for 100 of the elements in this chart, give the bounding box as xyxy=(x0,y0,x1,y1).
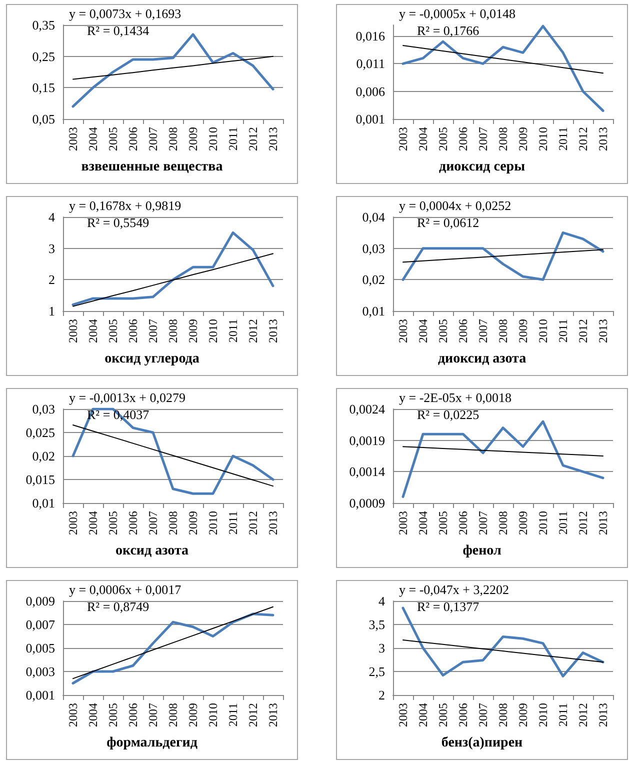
text: y = 0,0073x + 0,1693 xyxy=(69,6,182,21)
x-tick-label: 2006 xyxy=(126,319,140,343)
text: y = -2E-05x + 0,0018 xyxy=(399,390,512,405)
x-tick-label: 2004 xyxy=(416,127,430,151)
x-tick-label: 2007 xyxy=(476,511,490,535)
x-tick-label: 2010 xyxy=(536,127,550,151)
x-tick-label: 2007 xyxy=(476,703,490,727)
x-axis-title: формальдегид xyxy=(106,736,198,750)
y-tick-label: 0,009 xyxy=(26,594,55,608)
line-series xyxy=(72,231,274,306)
x-tick-label: 2011 xyxy=(556,511,570,535)
x-tick-label: 2003 xyxy=(66,511,80,535)
y-tick-label: 2,5 xyxy=(368,664,385,679)
x-tick-label: 2009 xyxy=(186,511,200,535)
line-series xyxy=(402,640,604,663)
y-tick-label: 0,0024 xyxy=(349,402,386,416)
y-tick-label: 2 xyxy=(378,688,385,702)
annotation: R² = 0,8749 xyxy=(87,599,150,614)
x-tick-label: 2007 xyxy=(146,127,160,151)
y-tick-label: 0,35 xyxy=(32,18,55,32)
x-tick-label: 2012 xyxy=(576,703,590,727)
x-tick-label: 2013 xyxy=(266,127,280,151)
x-tick-label: 2011 xyxy=(556,319,570,343)
x-tick-label: 2003 xyxy=(66,703,80,727)
x-tick-label: 2003 xyxy=(66,127,80,151)
x-tick-label: 2009 xyxy=(516,511,530,535)
x-tick-label: 2009 xyxy=(516,319,530,343)
x-tick-label: 2009 xyxy=(186,319,200,343)
x-tick-label: 2012 xyxy=(246,703,260,727)
text: y = 0,0004x + 0,0252 xyxy=(399,198,512,213)
x-tick-label: 2007 xyxy=(146,511,160,535)
x-tick-label: 2008 xyxy=(166,511,180,535)
x-tick-label: 2005 xyxy=(436,703,450,727)
x-tick-label: 2012 xyxy=(246,511,260,535)
y-tick-label: 0,0014 xyxy=(349,464,386,480)
x-tick-label: 2008 xyxy=(166,703,180,727)
x-tick-label: 2006 xyxy=(456,511,470,535)
y-tick-label: 0,03 xyxy=(32,402,55,416)
x-axis-title: оксид азота xyxy=(116,544,188,558)
line-series xyxy=(72,612,274,684)
x-tick-label: 2006 xyxy=(456,319,470,343)
annotation: R² = 0,1766 xyxy=(417,23,480,38)
y-tick-label: 0,05 xyxy=(32,112,55,126)
x-tick-label: 2006 xyxy=(456,127,470,151)
x-tick-label: 2013 xyxy=(596,127,610,151)
x-tick-label: 2005 xyxy=(106,703,120,727)
x-tick-label: 2011 xyxy=(226,319,240,343)
y-tick-label: 0,005 xyxy=(26,640,55,656)
x-tick-label: 2011 xyxy=(226,127,240,151)
x-axis-title: оксид углерода xyxy=(104,352,200,366)
x-tick-label: 2005 xyxy=(106,511,120,535)
annotation: R² = 0,1434 xyxy=(87,23,150,38)
x-tick-label: 2005 xyxy=(436,127,450,151)
x-tick-label: 2004 xyxy=(416,703,430,727)
x-tick-label: 2004 xyxy=(416,511,430,535)
x-tick-label: 2010 xyxy=(206,127,220,151)
x-tick-label: 2011 xyxy=(226,511,240,535)
line-series xyxy=(402,231,604,281)
y-tick-label: 0,015 xyxy=(26,472,55,487)
y-tick-label: 0,01 xyxy=(32,496,55,510)
x-tick-label: 2006 xyxy=(126,703,140,727)
y-tick-label: 2 xyxy=(48,272,55,288)
y-tick-label: 0,007 xyxy=(26,617,56,632)
x-tick-label: 2003 xyxy=(396,703,410,727)
x-tick-label: 2008 xyxy=(496,319,510,343)
x-tick-label: 2004 xyxy=(86,511,100,535)
x-tick-label: 2003 xyxy=(396,127,410,151)
text: y = -0,0013x + 0,0279 xyxy=(69,390,186,405)
line-series xyxy=(72,56,274,80)
x-tick-label: 2004 xyxy=(86,703,100,727)
x-tick-label: 2003 xyxy=(396,319,410,343)
y-tick-label: 0,02 xyxy=(32,448,55,464)
y-tick-label: 3 xyxy=(378,640,385,656)
y-tick-label: 0,03 xyxy=(362,240,385,256)
x-tick-label: 2012 xyxy=(576,319,590,343)
x-tick-label: 2010 xyxy=(536,703,550,727)
text: y = 0,1678x + 0,9819 xyxy=(69,198,182,213)
x-axis-title: взвешенные вещества xyxy=(81,160,223,174)
x-tick-label: 2007 xyxy=(476,127,490,151)
annotation: R² = 0,0225 xyxy=(417,407,480,422)
x-tick-label: 2011 xyxy=(556,703,570,727)
x-axis-title: диоксид серы xyxy=(438,160,526,174)
y-tick-label: 3,5 xyxy=(368,617,385,632)
x-tick-label: 2005 xyxy=(106,127,120,151)
text: y = -0,0005x + 0,0148 xyxy=(399,6,516,21)
x-tick-label: 2010 xyxy=(206,319,220,343)
y-tick-label: 0,01 xyxy=(362,304,385,318)
x-axis-title: диоксид азота xyxy=(438,352,526,366)
line-series xyxy=(402,446,604,456)
x-tick-label: 2013 xyxy=(266,703,280,727)
x-tick-label: 2004 xyxy=(86,319,100,343)
y-tick-label: 0,001 xyxy=(26,688,55,702)
x-tick-label: 2013 xyxy=(596,319,610,343)
line-series xyxy=(72,408,274,495)
y-tick-label: 0,0009 xyxy=(349,496,385,510)
x-tick-label: 2004 xyxy=(86,127,100,151)
line-series xyxy=(402,420,604,498)
x-tick-label: 2010 xyxy=(536,511,550,535)
x-tick-label: 2010 xyxy=(536,319,550,343)
y-tick-label: 4 xyxy=(378,594,386,608)
